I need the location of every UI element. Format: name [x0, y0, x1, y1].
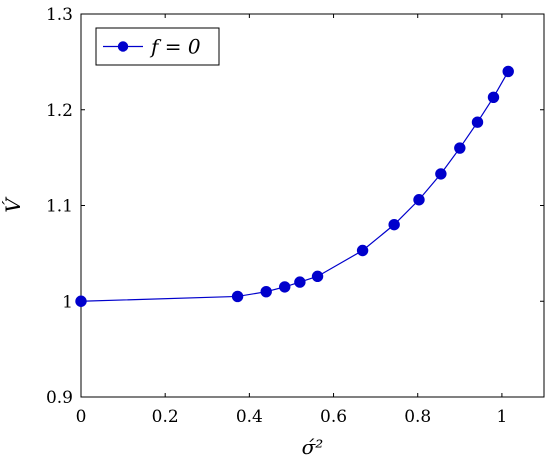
data-point [388, 218, 400, 231]
legend-marker [117, 41, 129, 52]
data-point [75, 295, 87, 307]
y-tick-label: 1.3 [46, 5, 73, 25]
data-point [356, 244, 369, 257]
data-point [502, 65, 514, 78]
data-point [279, 281, 291, 293]
data-point [413, 194, 425, 206]
x-tick-label: 0.2 [152, 407, 179, 427]
data-point [471, 116, 484, 128]
data-point [454, 142, 466, 154]
data-point [231, 290, 244, 303]
x-tick-label: 0.8 [404, 407, 431, 427]
axis-ticks [80, 13, 544, 398]
y-tick-label: 1.1 [46, 197, 73, 217]
x-tick-label: 0.4 [236, 407, 263, 427]
y-axis-title: V́ [1, 196, 25, 213]
x-axis-title: σ́² [302, 435, 324, 459]
data-point [260, 285, 272, 298]
y-tick-label: 0.9 [46, 388, 73, 408]
axis-tick-labels: 0 0.2 0.4 0.6 0.8 1 0.9 1 1.1 1.2 1.3 [46, 5, 507, 427]
x-tick-label: 1 [496, 407, 507, 427]
y-tick-label: 1.2 [46, 101, 73, 121]
data-point [311, 270, 324, 283]
x-tick-label: 0.6 [320, 407, 347, 427]
legend-label: f = 0 [149, 35, 201, 59]
data-point [435, 168, 447, 180]
plot-frame [80, 13, 545, 398]
y-tick-label: 1 [62, 292, 73, 312]
legend: f = 0 [95, 27, 220, 66]
data-point [487, 91, 500, 104]
data-point [294, 276, 306, 288]
series-layer [75, 65, 514, 307]
series-line [80, 71, 509, 302]
x-tick-label: 0 [76, 407, 87, 427]
